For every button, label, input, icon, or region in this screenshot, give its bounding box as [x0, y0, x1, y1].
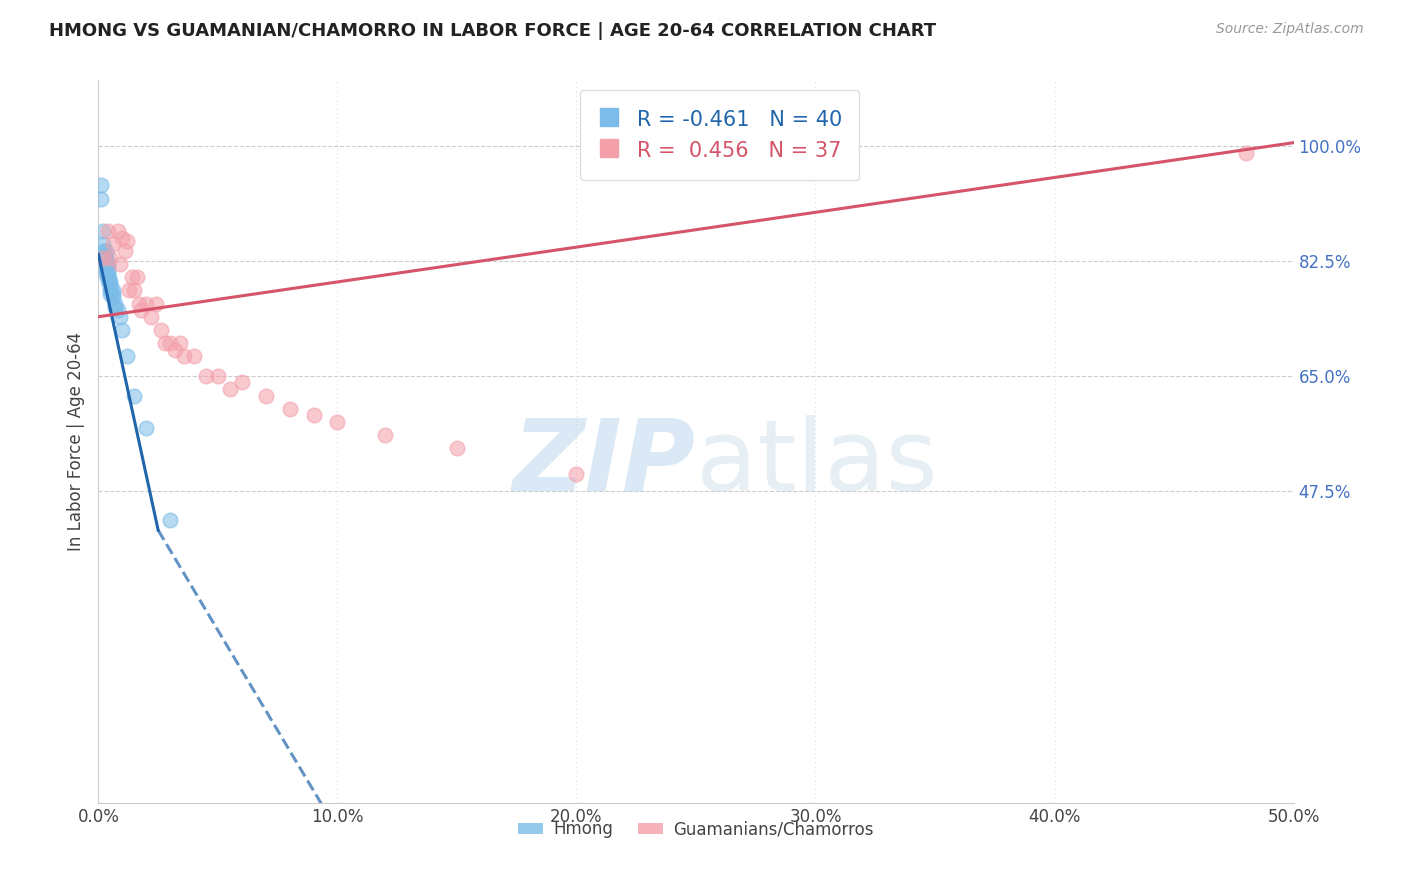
Point	[173, 349, 195, 363]
Point	[111, 323, 134, 337]
Point	[446, 441, 468, 455]
Point	[111, 231, 134, 245]
Text: ZIP: ZIP	[513, 415, 696, 512]
Point	[195, 368, 218, 383]
Point	[219, 382, 242, 396]
Point	[98, 251, 122, 265]
Point	[374, 428, 396, 442]
Point	[97, 270, 120, 285]
Point	[114, 244, 136, 258]
Point	[98, 286, 122, 301]
Point	[326, 415, 349, 429]
Point	[91, 237, 114, 252]
Point	[131, 303, 153, 318]
Point	[278, 401, 301, 416]
Point	[108, 257, 131, 271]
Point	[101, 286, 124, 301]
Point	[104, 296, 127, 310]
Point	[159, 336, 181, 351]
Point	[115, 349, 138, 363]
Y-axis label: In Labor Force | Age 20-64: In Labor Force | Age 20-64	[66, 332, 84, 551]
Point	[94, 267, 117, 281]
Point	[94, 244, 117, 258]
Point	[121, 270, 143, 285]
Point	[149, 323, 172, 337]
Point	[97, 274, 120, 288]
Point	[139, 310, 162, 324]
Point	[90, 178, 112, 193]
Point	[91, 251, 114, 265]
Point	[91, 224, 114, 238]
Point	[101, 237, 124, 252]
Point	[97, 267, 120, 281]
Point	[207, 368, 229, 383]
Point	[98, 277, 122, 291]
Point	[163, 343, 186, 357]
Point	[94, 260, 117, 275]
Text: atlas: atlas	[696, 415, 938, 512]
Point	[90, 192, 112, 206]
Point	[94, 247, 117, 261]
Point	[94, 257, 117, 271]
Point	[94, 264, 117, 278]
Point	[135, 296, 157, 310]
Point	[302, 409, 325, 423]
Point	[155, 336, 177, 351]
Text: HMONG VS GUAMANIAN/CHAMORRO IN LABOR FORCE | AGE 20-64 CORRELATION CHART: HMONG VS GUAMANIAN/CHAMORRO IN LABOR FOR…	[49, 22, 936, 40]
Point	[94, 251, 117, 265]
Point	[565, 467, 588, 482]
Point	[128, 296, 150, 310]
Point	[97, 260, 120, 275]
Point	[108, 310, 131, 324]
Point	[107, 303, 129, 318]
Point	[97, 270, 120, 285]
Point	[169, 336, 191, 351]
Point	[91, 251, 114, 265]
Point	[94, 257, 117, 271]
Point	[107, 224, 129, 238]
Point	[98, 284, 122, 298]
Point	[101, 290, 124, 304]
Point	[104, 300, 127, 314]
Point	[124, 388, 146, 402]
Point	[98, 280, 122, 294]
Text: Source: ZipAtlas.com: Source: ZipAtlas.com	[1216, 22, 1364, 37]
Point	[91, 244, 114, 258]
Point	[145, 296, 167, 310]
Point	[94, 254, 117, 268]
Point	[101, 284, 124, 298]
Point	[124, 284, 146, 298]
Point	[97, 264, 120, 278]
Legend: Hmong, Guamanians/Chamorros: Hmong, Guamanians/Chamorros	[512, 814, 880, 845]
Point	[254, 388, 277, 402]
Point	[125, 270, 148, 285]
Point	[118, 284, 141, 298]
Point	[97, 257, 120, 271]
Point	[98, 274, 122, 288]
Point	[115, 234, 138, 248]
Point	[135, 421, 157, 435]
Point	[159, 513, 181, 527]
Point	[97, 270, 120, 285]
Point	[231, 376, 253, 390]
Point	[183, 349, 205, 363]
Point	[1234, 145, 1257, 160]
Point	[97, 224, 120, 238]
